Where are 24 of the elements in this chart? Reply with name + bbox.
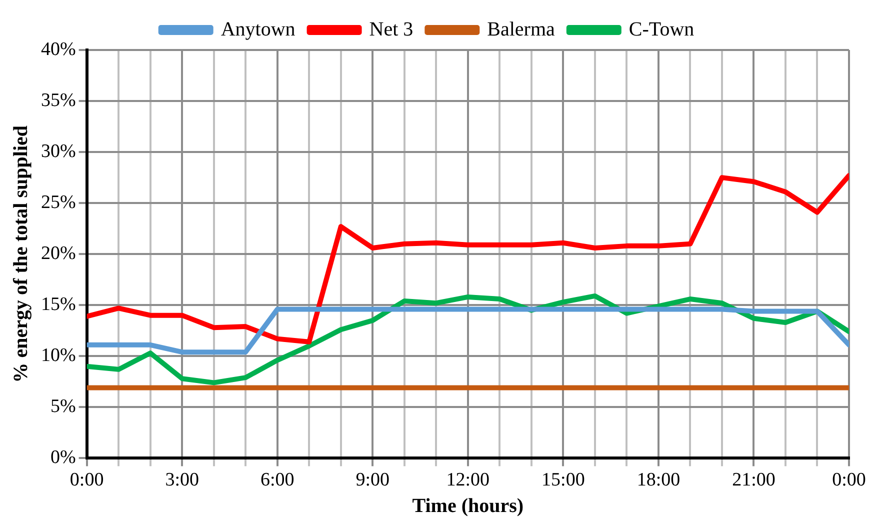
legend-label: C-Town — [628, 18, 694, 40]
x-tick-label: 12:00 — [446, 470, 490, 491]
x-axis-title: Time (hours) — [412, 495, 524, 518]
y-tick-label: 30% — [41, 141, 76, 162]
x-tick-label: 9:00 — [356, 470, 390, 491]
y-tick-label: 25% — [41, 192, 76, 214]
y-tick-label: 20% — [41, 243, 76, 264]
y-tick-label: 35% — [41, 90, 76, 112]
y-tick-label: 10% — [41, 345, 76, 366]
x-tick-label: 3:00 — [165, 470, 199, 491]
x-tick-label: 0:00 — [70, 470, 104, 491]
x-tick-label: 18:00 — [636, 470, 680, 491]
x-tick-label: 6:00 — [260, 470, 294, 491]
y-tick-label: 5% — [50, 396, 76, 418]
legend-label: Anytown — [220, 18, 296, 40]
x-tick-label: 21:00 — [732, 470, 776, 491]
x-tick-label: 0:00 — [832, 470, 866, 491]
y-tick-label: 15% — [41, 294, 76, 316]
legend-label: Balerma — [487, 18, 556, 40]
x-tick-label: 15:00 — [542, 470, 585, 491]
y-axis-title: % energy of the total supplied — [10, 125, 32, 383]
legend-label: Net 3 — [369, 18, 414, 40]
y-tick-label: 0% — [50, 447, 76, 468]
y-tick-label: 40% — [41, 38, 76, 60]
